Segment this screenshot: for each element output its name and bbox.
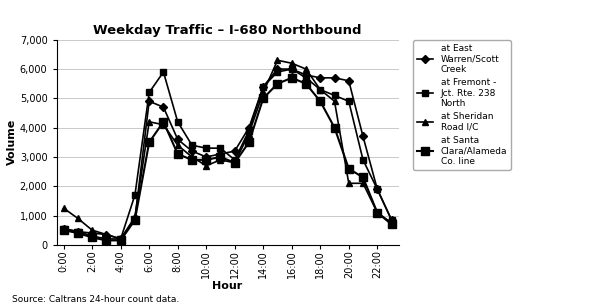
Y-axis label: Volume: Volume [7,119,17,166]
Title: Weekday Traffic – I-680 Northbound: Weekday Traffic – I-680 Northbound [93,24,362,37]
X-axis label: Hour: Hour [212,281,243,291]
Text: Source: Caltrans 24-hour count data.: Source: Caltrans 24-hour count data. [12,296,179,304]
Legend: at East
Warren/Scott
Creek, at Fremont -
Jct. Rte. 238
North, at Sheridan
Road I: at East Warren/Scott Creek, at Fremont -… [414,40,511,170]
